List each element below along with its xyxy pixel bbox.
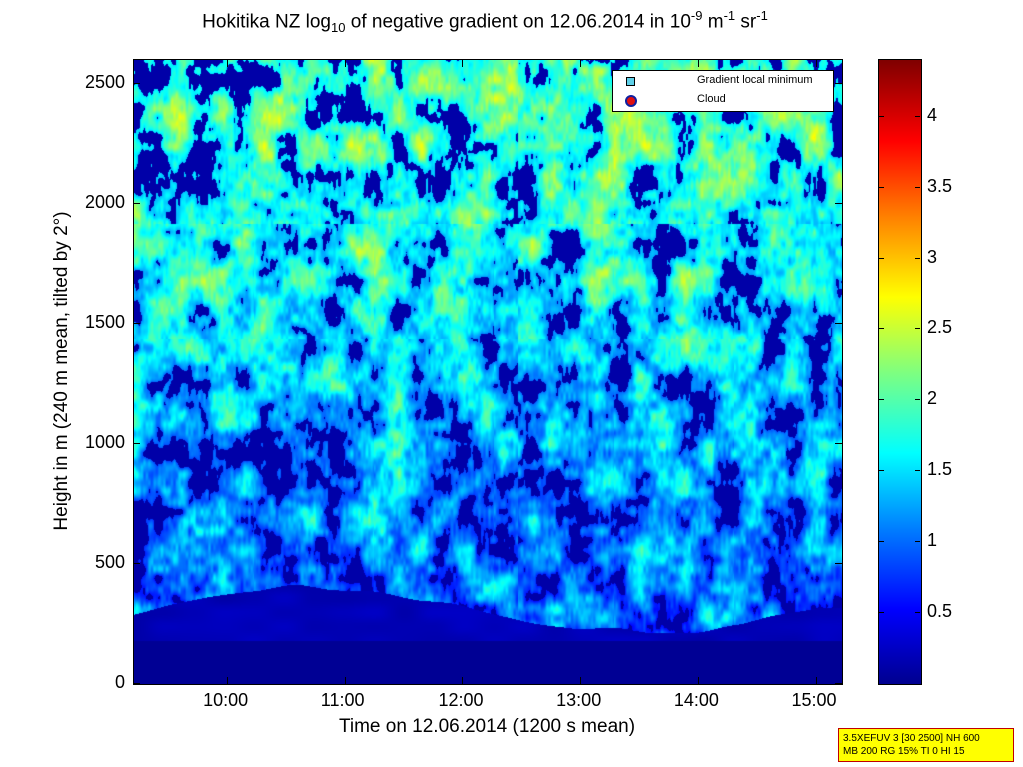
x-tick-mark	[815, 60, 817, 67]
y-axis-label: Height in m (240 m mean, tilted by 2°)	[51, 211, 72, 531]
colorbar-tick-mark	[915, 541, 920, 543]
info-line-1: 3.5XEFUV 3 [30 2500] NH 600	[843, 733, 980, 744]
colorbar-tick-mark	[879, 470, 884, 472]
colorbar-tick-label: 3.5	[927, 175, 953, 196]
info-box: 3.5XEFUV 3 [30 2500] NH 600 MB 200 RG 15…	[838, 728, 1014, 762]
legend: Gradient local minimum Cloud	[612, 70, 834, 112]
colorbar-tick-label: 2.5	[927, 317, 953, 338]
x-tick-label: 13:00	[556, 690, 602, 710]
y-tick-mark	[133, 683, 140, 684]
colorbar-tick-mark	[915, 612, 920, 614]
info-line-2: MB 200 RG 15% TI 0 HI 15	[843, 746, 965, 757]
y-tick-mark	[835, 203, 842, 204]
colorbar-tick-label: 2	[927, 388, 938, 409]
colorbar-tick-label: 1	[927, 530, 938, 551]
colorbar-tick-mark	[915, 115, 920, 117]
y-tick-label: 0	[114, 672, 125, 692]
x-axis-label: Time on 12.06.2014 (1200 s mean)	[338, 716, 636, 737]
x-tick-mark	[462, 60, 464, 67]
colorbar-tick-mark	[879, 257, 884, 259]
x-tick-label: 12:00	[438, 690, 484, 710]
colorbar-tick-label: 1.5	[927, 459, 953, 480]
colorbar-tick-mark	[879, 541, 884, 543]
y-tick-mark	[133, 323, 140, 324]
legend-entry-gradient-minimum: Gradient local minimum	[613, 73, 833, 91]
x-tick-mark	[344, 60, 346, 67]
colorbar-tick-mark	[879, 186, 884, 188]
x-tick-label: 15:00	[791, 690, 837, 710]
x-tick-label: 14:00	[673, 690, 719, 710]
legend-label: Cloud	[697, 93, 726, 105]
colorbar-tick-mark	[915, 328, 920, 330]
legend-entry-cloud: Cloud	[613, 92, 833, 110]
colorbar-tick-label: 3	[927, 246, 938, 267]
square-marker-icon	[626, 77, 635, 86]
colorbar-tick-mark	[879, 612, 884, 614]
colorbar-tick-mark	[915, 399, 920, 401]
colorbar-tick-mark	[915, 186, 920, 188]
y-tick-mark	[835, 323, 842, 324]
y-tick-mark	[133, 203, 140, 204]
y-tick-label: 2000	[84, 192, 125, 212]
y-tick-label: 1500	[84, 312, 125, 332]
colorbar-tick-mark	[879, 328, 884, 330]
y-tick-label: 1000	[84, 432, 125, 452]
circle-marker-icon	[625, 95, 637, 107]
heatmap-canvas	[134, 60, 842, 684]
colorbar-tick-label: 0.5	[927, 601, 953, 622]
x-tick-label: 11:00	[320, 690, 365, 710]
y-tick-mark	[133, 443, 140, 444]
legend-label: Gradient local minimum	[697, 74, 813, 86]
x-tick-mark	[697, 677, 699, 684]
y-tick-mark	[133, 83, 140, 84]
x-tick-mark	[815, 677, 817, 684]
x-tick-mark	[580, 677, 582, 684]
x-tick-mark	[462, 677, 464, 684]
y-tick-mark	[133, 563, 140, 564]
x-tick-mark	[580, 60, 582, 67]
y-tick-mark	[835, 443, 842, 444]
y-tick-label: 500	[94, 552, 125, 572]
colorbar-tick-mark	[915, 257, 920, 259]
x-tick-mark	[227, 677, 229, 684]
colorbar-tick-mark	[879, 399, 884, 401]
x-tick-label: 10:00	[203, 690, 249, 710]
colorbar-tick-mark	[879, 115, 884, 117]
x-tick-mark	[697, 60, 699, 67]
y-tick-mark	[835, 683, 842, 684]
colorbar-tick-mark	[915, 470, 920, 472]
chart-title: Hokitika NZ log10 of negative gradient o…	[202, 8, 768, 36]
x-tick-mark	[344, 677, 346, 684]
colorbar	[878, 59, 922, 685]
colorbar-tick-label: 4	[927, 104, 938, 125]
y-tick-mark	[835, 83, 842, 84]
y-tick-label: 2500	[84, 72, 125, 92]
x-tick-mark	[227, 60, 229, 67]
y-tick-mark	[835, 563, 842, 564]
heatmap-plot-area	[133, 59, 843, 685]
